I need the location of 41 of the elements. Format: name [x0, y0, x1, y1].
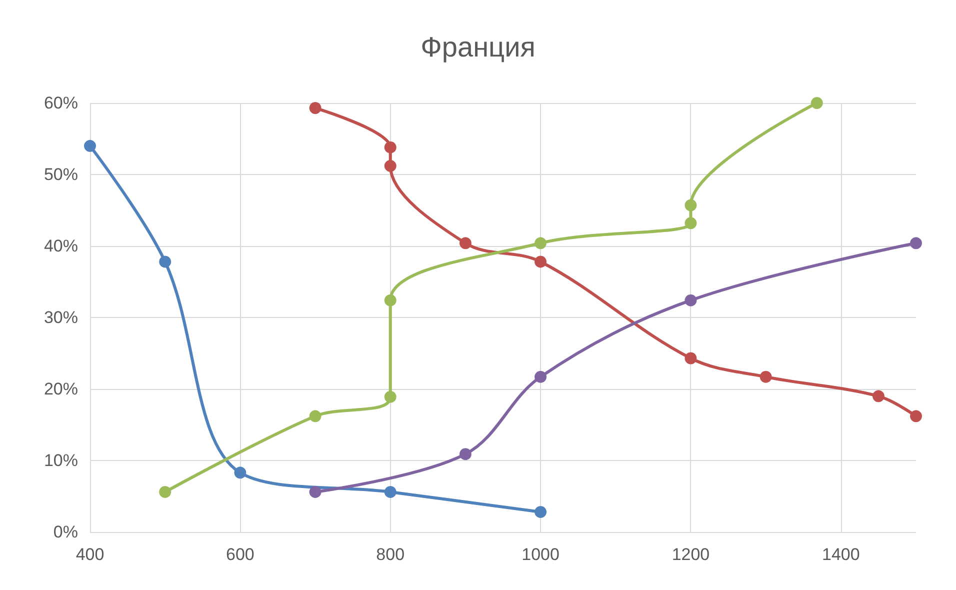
x-tick-label: 400: [76, 545, 104, 564]
point: [872, 390, 884, 402]
point: [534, 506, 547, 518]
y-tick-label: 40%: [44, 236, 78, 256]
x-tick-label: 1000: [522, 545, 560, 564]
y-tick-label: 30%: [44, 308, 78, 327]
point: [684, 199, 697, 212]
point: [384, 390, 396, 403]
point: [159, 256, 172, 268]
point: [84, 140, 96, 152]
point: [309, 102, 322, 114]
point: [309, 486, 322, 498]
point: [684, 352, 697, 364]
x-tick-label: 800: [376, 545, 405, 564]
y-tick-label: 50%: [44, 165, 78, 184]
y-tick-label: 60%: [44, 94, 78, 112]
point: [384, 486, 396, 498]
point: [234, 466, 246, 479]
point: [684, 217, 697, 230]
point: [159, 486, 172, 498]
point: [684, 294, 697, 306]
point: [760, 370, 772, 383]
point: [910, 237, 922, 250]
chart-title: Франция: [420, 32, 536, 62]
point: [910, 410, 922, 422]
x-tick-label: 1200: [672, 545, 710, 564]
point: [810, 97, 823, 109]
point: [309, 410, 322, 422]
point: [534, 256, 547, 268]
point: [459, 237, 472, 250]
x-tick-label: 1400: [822, 545, 860, 564]
point: [384, 294, 396, 306]
x-tick-label: 600: [226, 545, 254, 564]
y-tick-label: 20%: [44, 380, 78, 398]
point: [384, 160, 396, 172]
point: [459, 448, 472, 460]
point: [534, 237, 547, 250]
point: [384, 141, 396, 154]
y-tick-label: 0%: [53, 522, 78, 542]
point: [534, 370, 547, 383]
y-tick-label: 10%: [44, 451, 78, 470]
